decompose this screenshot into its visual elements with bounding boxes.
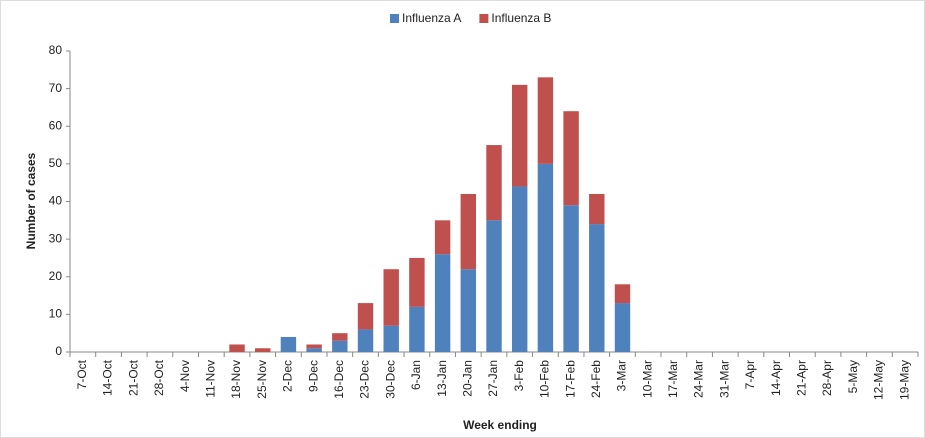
bar-segment xyxy=(486,145,502,221)
x-tick-label: 17-Feb xyxy=(563,360,577,398)
x-tick-label: 24-Mar xyxy=(692,360,706,398)
bar-segment xyxy=(537,163,554,352)
x-tick-label: 5-May xyxy=(846,360,860,393)
bar-segment xyxy=(563,205,579,352)
x-tick-label: 28-Oct xyxy=(152,359,166,396)
x-tick-label: 27-Jan xyxy=(486,360,500,397)
x-tick-label: 20-Jan xyxy=(460,360,474,397)
x-tick-label: 6-Jan xyxy=(409,360,423,390)
y-tick-label: 10 xyxy=(49,307,63,321)
x-tick-label: 3-Mar xyxy=(615,360,629,391)
y-tick-label: 0 xyxy=(55,344,62,358)
bar-segment xyxy=(460,269,477,352)
bar-segment xyxy=(434,220,451,255)
bar-segment xyxy=(229,344,245,352)
bar-segment xyxy=(357,303,374,330)
x-tick-label: 7-Apr xyxy=(743,360,757,389)
bar-segment xyxy=(614,303,631,352)
x-tick-label: 12-May xyxy=(872,360,886,400)
x-tick-label: 11-Nov xyxy=(204,360,218,398)
bar-segment xyxy=(511,186,528,352)
bar-segment xyxy=(511,84,528,187)
legend-label: Influenza B xyxy=(491,11,551,25)
x-tick-label: 25-Nov xyxy=(255,360,269,399)
bar-segment xyxy=(434,254,451,352)
x-tick-label: 21-Oct xyxy=(126,359,140,396)
x-tick-label: 24-Feb xyxy=(589,360,603,398)
x-tick-label: 9-Dec xyxy=(306,360,320,392)
bar-segment xyxy=(486,220,502,352)
y-tick-label: 60 xyxy=(49,118,63,132)
y-tick-label: 70 xyxy=(49,81,63,95)
x-axis-title: Week ending xyxy=(463,418,537,432)
bar-segment xyxy=(383,269,399,326)
legend-swatch xyxy=(390,14,399,23)
bar-segment xyxy=(460,193,477,270)
x-tick-label: 17-Mar xyxy=(666,360,680,398)
x-tick-label: 3-Feb xyxy=(512,360,526,392)
x-tick-label: 28-Apr xyxy=(820,360,834,396)
x-tick-label: 16-Dec xyxy=(332,360,346,399)
x-tick-label: 4-Nov xyxy=(178,360,192,392)
y-tick-label: 40 xyxy=(49,194,63,208)
bar-segment xyxy=(357,329,374,352)
bar-segment xyxy=(409,306,425,352)
bar-segment xyxy=(332,333,348,341)
y-tick-label: 80 xyxy=(49,43,63,57)
x-tick-label: 21-Apr xyxy=(795,360,809,396)
x-tick-label: 10-Mar xyxy=(640,360,654,398)
x-tick-label: 30-Dec xyxy=(383,360,397,399)
x-tick-label: 18-Nov xyxy=(229,360,243,399)
y-tick-label: 50 xyxy=(49,156,63,170)
bar-segment xyxy=(537,77,554,164)
bar-segment xyxy=(306,348,322,352)
bar-segment xyxy=(589,193,605,225)
bar-segment xyxy=(589,224,605,352)
x-tick-label: 14-Oct xyxy=(101,359,115,396)
legend-swatch xyxy=(479,14,489,23)
x-tick-label: 31-Mar xyxy=(717,360,731,398)
bar-segment xyxy=(280,336,297,352)
bar-segment xyxy=(255,348,271,352)
y-tick-label: 30 xyxy=(49,231,63,245)
x-tick-label: 19-May xyxy=(897,360,911,400)
x-tick-label: 23-Dec xyxy=(358,360,372,399)
bar-segment xyxy=(614,284,631,304)
bar-segment xyxy=(332,340,348,352)
x-tick-label: 10-Feb xyxy=(538,360,552,398)
x-tick-label: 7-Oct xyxy=(75,359,89,389)
bar-segment xyxy=(409,257,425,307)
bar-segment xyxy=(563,111,579,206)
x-tick-label: 13-Jan xyxy=(435,360,449,397)
bar-segment xyxy=(383,325,399,352)
legend-label: Influenza A xyxy=(402,11,461,25)
y-tick-label: 20 xyxy=(49,269,63,283)
y-axis-title: Number of cases xyxy=(24,152,38,249)
x-tick-label: 14-Apr xyxy=(769,360,783,396)
bar-segment xyxy=(306,344,322,349)
x-tick-label: 2-Dec xyxy=(281,360,295,392)
